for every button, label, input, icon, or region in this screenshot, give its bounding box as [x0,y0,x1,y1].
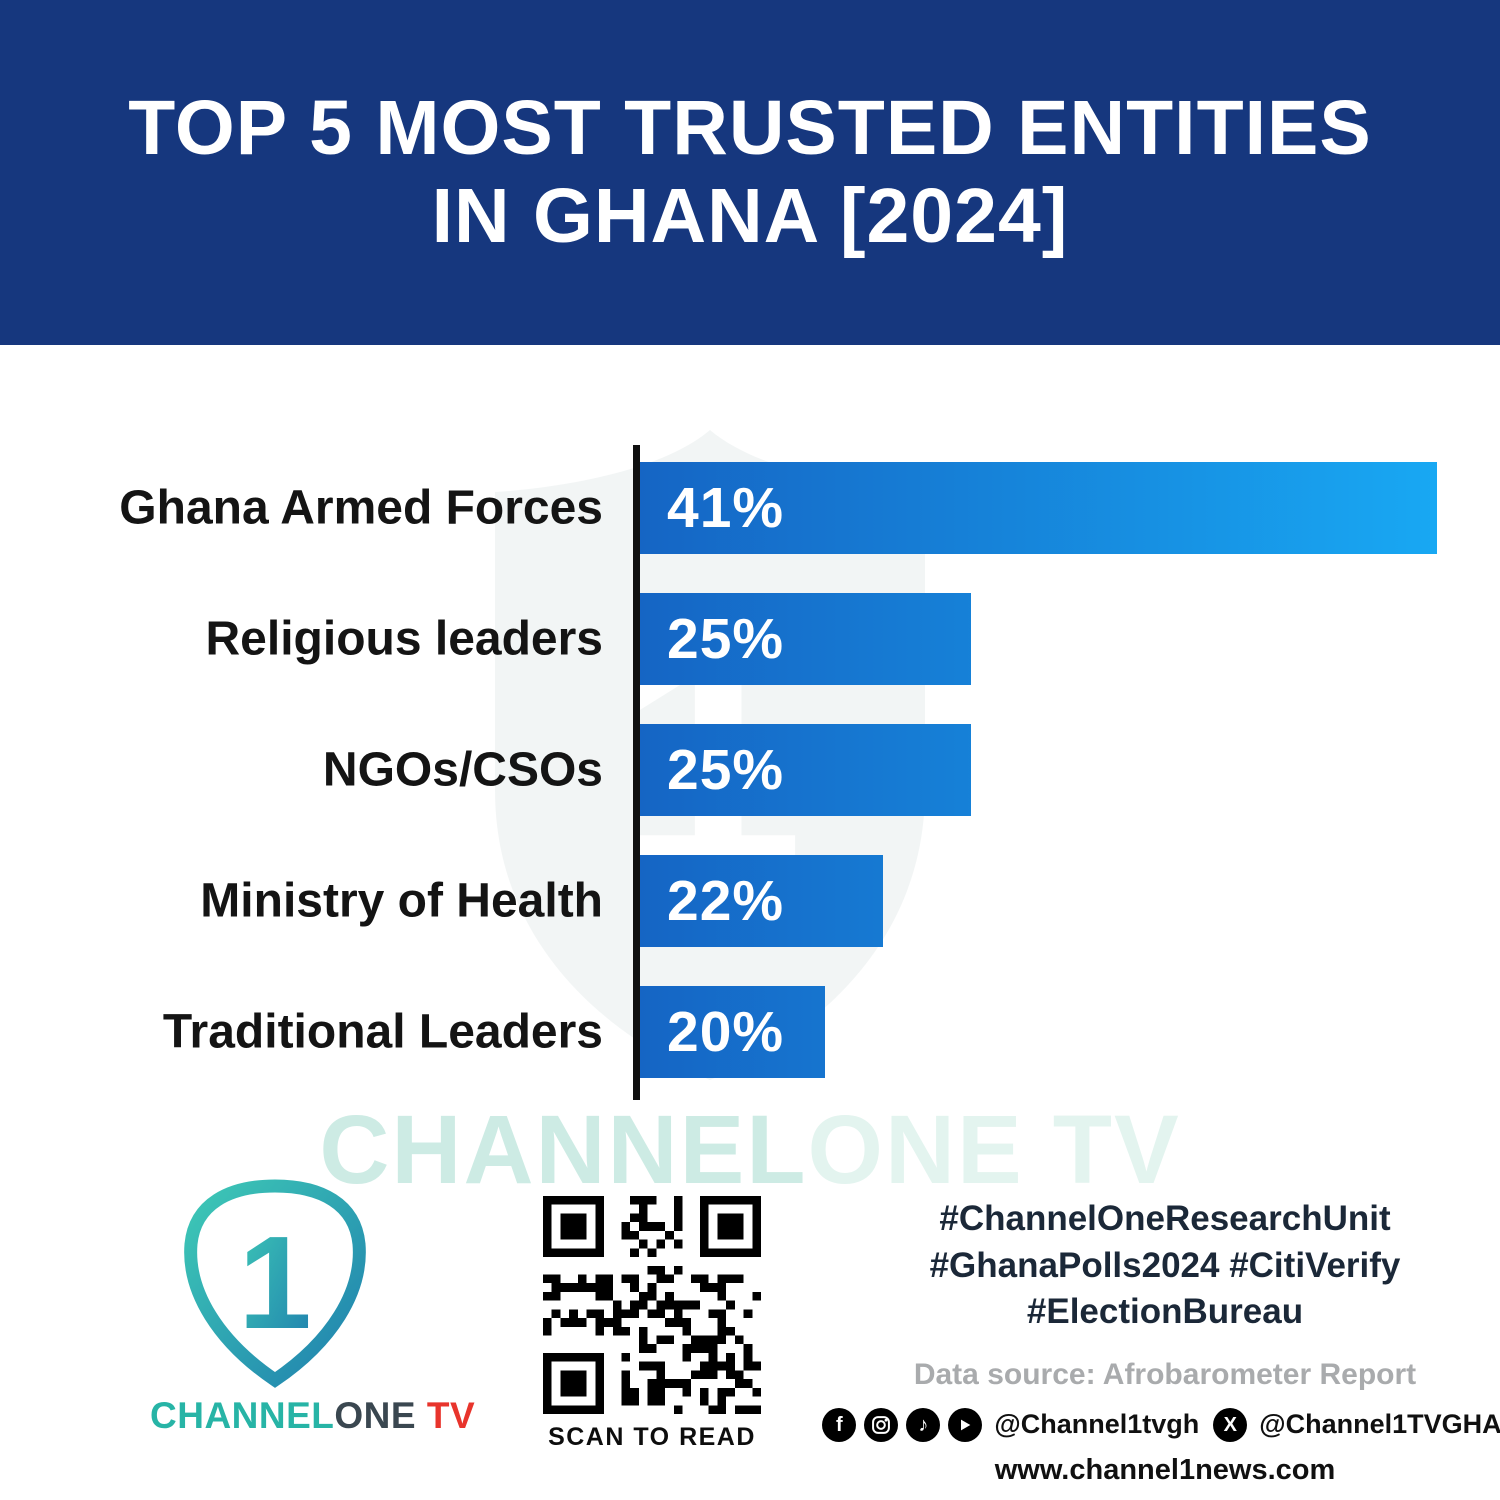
data-source: Data source: Afrobarometer Report [913,1357,1417,1391]
channel-one-logo: 1 CHANNELONE TV [150,1178,475,1437]
hashtag-line2: #GhanaPolls2024 #CitiVerify [929,1245,1401,1285]
qr-code [543,1196,761,1414]
wordmark-tv: TV [416,1395,476,1436]
bar-row: Ghana Armed Forces 41% [0,462,1500,554]
youtube-icon [948,1407,983,1442]
facebook-icon: f [822,1407,857,1442]
bar-row: Religious leaders 25% [0,593,1500,685]
page-title-line1: TOP 5 MOST TRUSTED ENTITIES [128,84,1372,171]
wordmark-one: ONE [334,1395,417,1436]
value-label: 25% [667,738,785,802]
bar-track: 25% [640,593,1437,685]
category-label: NGOs/CSOs [322,743,603,797]
hashtag-line3: #ElectionBureau [1026,1292,1304,1332]
wordmark-channel: CHANNEL [150,1395,335,1436]
hashtag-line1: #ChannelOneResearchUnit [939,1199,1391,1238]
hashtags: #ChannelOneResearchUnit #GhanaPolls2024 … [880,1196,1450,1336]
page-title-line2: IN GHANA [2024] [431,172,1069,259]
category-label: Traditional Leaders [162,1005,603,1059]
brand-watermark: CHANNELONE TV [0,1094,1500,1206]
brand-watermark-right: ONE TV [807,1095,1181,1204]
bar-track: 25% [640,724,1437,816]
value-label: 25% [667,607,785,671]
bar-track: 20% [640,986,1437,1078]
bar-row: Ministry of Health 22% [0,855,1500,947]
bar-row: Traditional Leaders 20% [0,986,1500,1078]
bar: 22% [640,855,884,947]
bar-track: 22% [640,855,1437,947]
bar: 41% [640,462,1437,554]
bar-row: NGOs/CSOs 25% [0,724,1500,816]
social-handle-x: @Channel1TVGHA [1259,1409,1500,1440]
tiktok-icon: ♪ [906,1407,941,1442]
category-label: Ministry of Health [200,874,603,928]
social-row: f ♪ @Channel1tvgh X @Channel1TVGHA [822,1407,1500,1442]
bar: 25% [640,724,971,816]
qr-caption: SCAN TO READ [548,1423,756,1451]
qr-block: SCAN TO READ [540,1196,764,1452]
bar-chart: Ghana Armed Forces 41% Religious leaders… [0,445,1500,1100]
category-label: Religious leaders [205,612,603,666]
header-banner: TOP 5 MOST TRUSTED ENTITIES IN GHANA [20… [0,0,1500,345]
instagram-icon [864,1407,899,1442]
svg-text:1: 1 [238,1209,311,1356]
axis-line [633,445,640,1100]
social-handle-primary: @Channel1tvgh [994,1409,1200,1440]
bar-track: 41% [640,462,1437,554]
brand-watermark-left: CHANNEL [319,1095,808,1204]
website-url: www.channel1news.com [994,1453,1336,1486]
value-label: 41% [667,476,785,540]
x-icon: X [1213,1407,1248,1442]
logo-wordmark: CHANNELONE TV [150,1395,475,1437]
footer-info: #ChannelOneResearchUnit #GhanaPolls2024 … [822,1196,1500,1487]
value-label: 22% [667,869,785,933]
logo-pick-icon: 1 [184,1179,366,1388]
value-label: 20% [667,1000,785,1064]
bar: 20% [640,986,825,1078]
bar: 25% [640,593,971,685]
category-label: Ghana Armed Forces [119,481,603,535]
